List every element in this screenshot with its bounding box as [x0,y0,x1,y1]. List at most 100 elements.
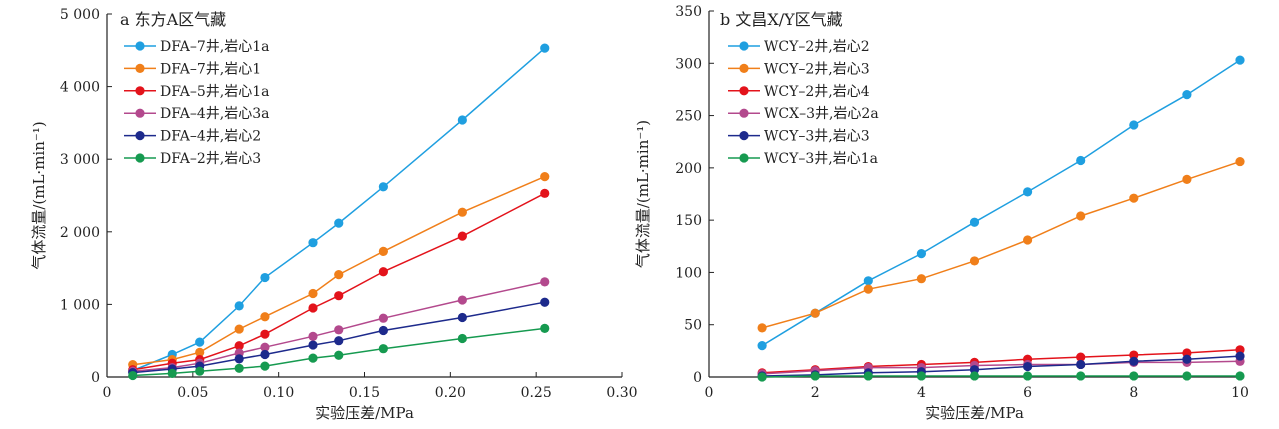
data-point [810,371,820,381]
data-point [916,371,927,381]
x-tick-label: 8 [1129,385,1138,401]
series-line [132,175,546,366]
data-point [378,344,388,354]
data-point [128,370,138,381]
series-line [132,47,546,372]
data-point [167,368,177,378]
data-point [1235,55,1245,65]
legend-label: WCY–2井,岩心4 [764,84,870,100]
legend-entry: DFA–7井,岩心1 [124,61,261,77]
legend-label: DFA–7井,岩心1 [160,61,261,77]
legend-marker [135,41,145,51]
y-axis-label: 气体流量/(mL·min⁻¹) [30,121,48,269]
data-point [1235,351,1245,361]
data-point [457,295,467,305]
chart-title: b 文昌X/Y区气藏 [720,10,843,29]
data-point [863,276,873,286]
data-point [234,341,244,351]
y-tick-label: 300 [675,56,702,72]
data-point [378,325,388,336]
y-tick-label: 100 [675,265,702,281]
data-point [969,256,980,266]
series-5 [128,323,550,381]
data-point [1235,371,1245,381]
data-point [308,288,318,299]
data-point [308,340,318,350]
data-point [810,308,820,318]
data-point [234,354,244,364]
y-tick-label: 350 [675,4,702,20]
legend-marker [739,153,749,163]
x-tick-label: 2 [811,385,820,401]
data-point [260,272,270,283]
y-tick-label: 4 000 [60,80,100,96]
x-tick-label: 0.30 [606,385,637,401]
legend-entry: DFA–4井,岩心2 [124,129,261,145]
data-point [1076,155,1086,166]
y-tick-label: 0 [91,370,100,386]
legend-marker [739,63,749,73]
legend-marker [739,108,749,118]
data-point [969,371,980,381]
series-line [762,360,1241,375]
series-line [132,281,545,372]
x-tick-label: 6 [1023,385,1032,401]
data-point [863,371,873,381]
x-tick-label: 0.20 [435,385,466,401]
series-line [761,59,1241,347]
data-point [1023,371,1033,381]
data-point [1076,371,1086,381]
data-point [1235,156,1245,167]
legend-entry: WCY–3井,岩心1a [728,151,878,167]
y-tick-label: 3 000 [60,152,100,168]
legend-label: WCY–3井,岩心3 [764,129,870,145]
series-1 [757,156,1245,333]
data-point [334,336,344,346]
legend-label: WCY–2井,岩心3 [764,61,870,77]
data-point [334,325,344,335]
data-point [260,312,270,322]
data-point [1182,90,1192,100]
x-axis-label: 实验压差/MPa [925,404,1024,422]
legend-label: WCY–3井,岩心1a [764,151,878,167]
series-line [762,355,1241,377]
x-tick-label: 0.05 [177,385,208,401]
series-line [762,349,1241,374]
data-point [195,337,205,347]
series-line [762,375,1240,378]
series-4 [128,297,550,378]
data-point [757,341,767,351]
data-point [334,291,344,301]
data-point [1076,359,1086,370]
legend-marker [135,86,145,96]
y-tick-label: 50 [684,318,702,334]
series-0 [757,55,1245,351]
legend-label: DFA–5井,岩心1a [160,84,269,100]
data-point [308,238,318,248]
y-tick-label: 0 [693,370,702,386]
data-point [1076,352,1086,362]
data-point [540,323,550,333]
y-tick-label: 2 000 [60,225,100,241]
legend-entry: WCY–2井,岩心2 [728,39,870,55]
data-point [1129,120,1139,130]
data-point [1182,174,1192,184]
data-point [540,297,550,307]
y-tick-label: 200 [675,161,702,177]
data-point [1129,371,1139,381]
data-point [234,324,244,334]
data-point [378,182,388,192]
legend-marker [135,153,145,163]
legend-marker [739,86,749,96]
legend-entry: WCY–2井,岩心4 [728,84,870,100]
data-point [378,313,388,323]
series-line [761,160,1241,329]
data-point [308,331,318,341]
series-line [132,301,545,374]
data-point [863,284,873,294]
data-point [260,349,270,360]
data-point [334,218,344,228]
x-tick-label: 0.10 [263,385,294,401]
data-point [308,303,318,313]
data-point [969,217,980,227]
